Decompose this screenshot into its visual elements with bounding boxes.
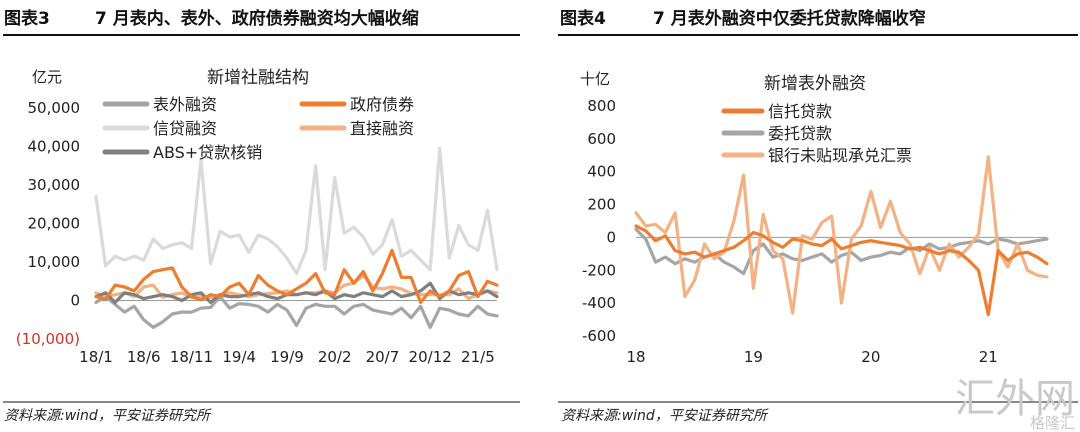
legend-label-4: ABS+贷款核销 (153, 143, 262, 162)
legend-label-0: 信托贷款 (768, 102, 832, 121)
y-tick-label: -400 (582, 294, 616, 312)
series-line-2 (634, 155, 1049, 315)
x-tick-label: 18/11 (170, 348, 213, 366)
series-line-4 (94, 281, 499, 304)
legend-label-1: 委托贷款 (768, 124, 832, 143)
x-tick-label: 21/5 (461, 348, 495, 366)
y-tick-label: 200 (587, 196, 616, 214)
y-tick-label: 800 (587, 97, 616, 115)
y-tick-label: 50,000 (28, 99, 81, 117)
chart2-x-axis: 18 19 20 21 (626, 348, 997, 366)
figure3-caption-title: 7 月表内、表外、政府债券融资均大幅收缩 (95, 8, 419, 29)
figure3-caption-label: 图表3 (4, 8, 50, 29)
series-line-2 (94, 146, 499, 276)
chart2-y-axis: 800 600 400 200 0 -200 -400 -600 (582, 97, 616, 345)
y-tick-label: 0 (606, 228, 616, 246)
series-line-0 (634, 224, 1049, 317)
chart1-y-unit: 亿元 (32, 68, 62, 86)
watermark-subtext: 格隆汇 (1030, 414, 1075, 432)
y-tick-label: -200 (582, 261, 616, 279)
legend-label-1: 政府债券 (350, 95, 414, 114)
x-tick-label: 18/6 (127, 348, 161, 366)
y-tick-label: 20,000 (28, 215, 81, 233)
x-tick-label: 19/9 (270, 348, 304, 366)
x-tick-label: 20/2 (318, 348, 352, 366)
x-tick-label: 21 (979, 348, 998, 366)
figure4-caption-label: 图表4 (560, 8, 606, 29)
y-tick-label: 600 (587, 130, 616, 148)
chart-social-financing-structure: 新增社融结构 亿元 50,000 40,000 30,000 20,000 10,000… (16, 68, 499, 366)
legend-label-2: 银行未贴现承兑汇票 (768, 146, 912, 165)
x-tick-label: 19 (744, 348, 763, 366)
chart2-y-unit: 十亿 (580, 70, 610, 88)
chart1-series (94, 146, 499, 329)
figure4-caption-title: 7 月表外融资中仅委托贷款降幅收窄 (653, 8, 926, 29)
x-tick-label: 20/12 (409, 348, 452, 366)
chart-new-off-balance-financing: 新增表外融资 十亿 800 600 400 200 0 -200 -400 -600 18 19… (580, 70, 1049, 366)
y-tick-label: 10,000 (28, 253, 81, 271)
y-tick-label: 0 (70, 292, 80, 310)
figure3-source: 资料来源:wind，平安证券研究所 (4, 408, 212, 424)
series-line-1 (94, 248, 499, 304)
y-tick-label: 400 (587, 163, 616, 181)
y-tick-label: (10,000) (16, 330, 80, 348)
chart1-title: 新增社融结构 (207, 68, 309, 88)
series-line-0 (94, 295, 499, 329)
x-tick-label: 20 (861, 348, 880, 366)
x-tick-label: 20/7 (366, 348, 400, 366)
watermark-text: 汇外网 (955, 376, 1075, 422)
x-tick-label: 19/4 (222, 348, 256, 366)
y-tick-label: 30,000 (28, 176, 81, 194)
chart1-x-axis: 18/1 18/6 18/11 19/4 19/9 20/2 20/7 20/12 21/5 (79, 348, 495, 366)
x-tick-label: 18/1 (79, 348, 113, 366)
legend-label-2: 信贷融资 (153, 119, 217, 138)
y-tick-label: 40,000 (28, 138, 81, 156)
x-tick-label: 18 (626, 348, 645, 366)
chart1-y-axis: 50,000 40,000 30,000 20,000 10,000 0 (10,000) (16, 99, 80, 348)
y-tick-label: -600 (582, 327, 616, 345)
legend-label-3: 直接融资 (350, 119, 414, 138)
figure4-source: 资料来源:wind，平安证券研究所 (561, 408, 769, 424)
chart2-title: 新增表外融资 (764, 74, 866, 94)
chart2-series (634, 155, 1049, 317)
legend-label-0: 表外融资 (153, 95, 217, 114)
